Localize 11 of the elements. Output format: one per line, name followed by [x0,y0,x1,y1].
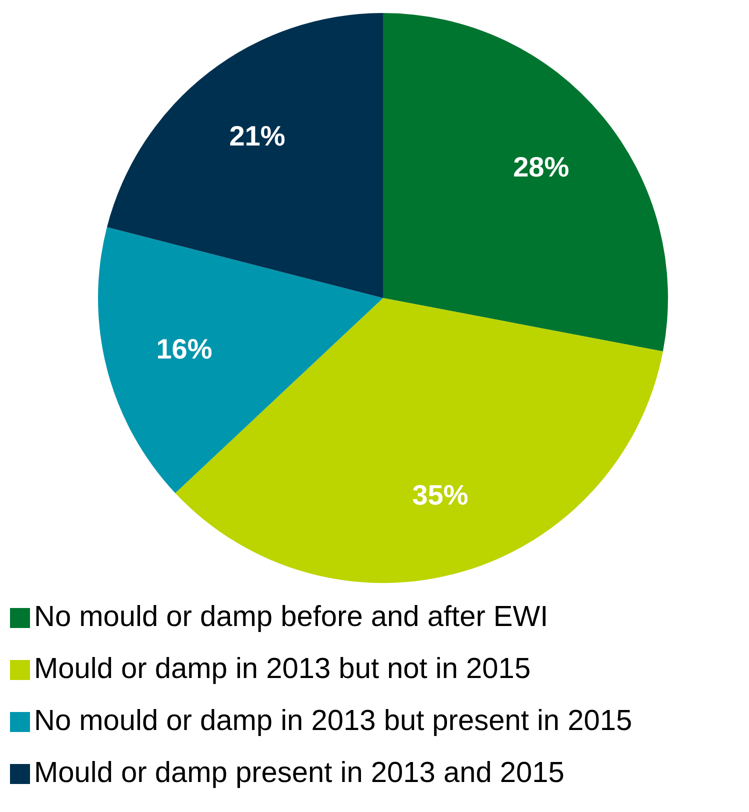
data-label: 16% [156,334,212,365]
pie-slice [383,13,668,352]
legend-label: Mould or damp in 2013 but not in 2015 [34,653,531,685]
legend-label: Mould or damp present in 2013 and 2015 [34,757,564,789]
data-label: 28% [513,152,570,183]
pie-slice [98,227,383,494]
legend-label: No mould or damp in 2013 but present in 2015 [34,705,632,737]
pie-slice [106,13,383,298]
data-label: 35% [412,480,468,511]
legend-label: No mould or damp before and after EWI [34,601,548,633]
data-label: 21% [229,120,286,152]
